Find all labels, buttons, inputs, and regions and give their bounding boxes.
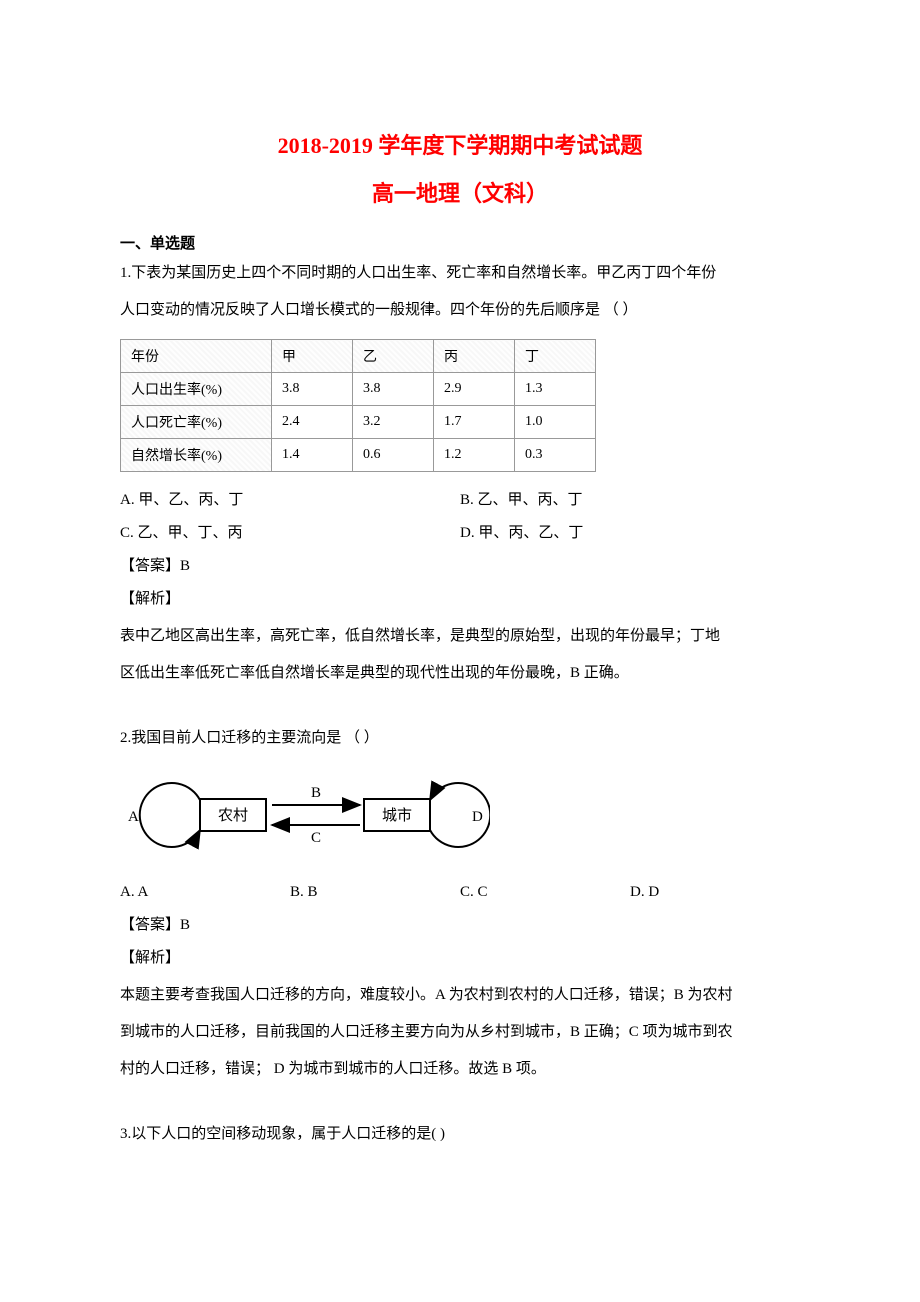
q2-analysis-l3: 村的人口迁移，错误； D 为城市到城市的人口迁移。故选 B 项。 — [120, 1053, 800, 1086]
q1-table: 年份 甲 乙 丙 丁 人口出生率(%) 3.8 3.8 2.9 1.3 人口死亡… — [120, 339, 596, 472]
section-header: 一、单选题 — [120, 232, 800, 253]
q2-option-a: A. A — [120, 876, 290, 909]
diagram-label-a: A — [128, 809, 139, 825]
q2-analysis-l1: 本题主要考查我国人口迁移的方向，难度较小。A 为农村到农村的人口迁移，错误；B … — [120, 979, 800, 1012]
q1-analysis-l1: 表中乙地区高出生率，高死亡率，低自然增长率，是典型的原始型，出现的年份最早；丁地 — [120, 620, 800, 653]
table-header: 丙 — [434, 340, 515, 373]
q1-analysis-label: 【解析】 — [120, 583, 800, 616]
q3-stem: 3.以下人口的空间移动现象，属于人口迁移的是( ) — [120, 1118, 800, 1151]
diagram-label-c: C — [311, 830, 321, 846]
q1-option-d: D. 甲、丙、乙、丁 — [460, 517, 800, 550]
q2-analysis-label: 【解析】 — [120, 942, 800, 975]
q1-number: 1. — [120, 265, 131, 281]
exam-title: 2018-2019 学年度下学期期中考试试题 — [120, 128, 800, 160]
q2-options: A. A B. B C. C D. D — [120, 876, 800, 909]
table-header: 年份 — [121, 340, 272, 373]
table-cell: 0.3 — [515, 439, 596, 472]
exam-subtitle: 高一地理（文科） — [120, 176, 800, 208]
table-cell: 3.8 — [353, 373, 434, 406]
table-row-label: 人口死亡率(%) — [121, 406, 272, 439]
diagram-right-box: 城市 — [382, 807, 412, 824]
q2-stem-text: 我国目前人口迁移的主要流向是 （ ） — [131, 730, 379, 746]
q1-stem-line2: 人口变动的情况反映了人口增长模式的一般规律。四个年份的先后顺序是 （ ） — [120, 294, 800, 327]
q2-analysis-l2: 到城市的人口迁移，目前我国的人口迁移主要方向为从乡村到城市，B 正确；C 项为城… — [120, 1016, 800, 1049]
table-header: 丁 — [515, 340, 596, 373]
q1-stem-line1: 下表为某国历史上四个不同时期的人口出生率、死亡率和自然增长率。甲乙丙丁四个年份 — [131, 265, 716, 281]
table-cell: 1.0 — [515, 406, 596, 439]
table-cell: 1.7 — [434, 406, 515, 439]
q1-analysis-l2: 区低出生率低死亡率低自然增长率是典型的现代性出现的年份最晚，B 正确。 — [120, 657, 800, 690]
table-cell: 1.3 — [515, 373, 596, 406]
q2-diagram: A 农村 B C 城市 D — [120, 765, 800, 870]
q3-stem-text: 以下人口的空间移动现象，属于人口迁移的是( ) — [131, 1126, 445, 1142]
q1-stem: 1.下表为某国历史上四个不同时期的人口出生率、死亡率和自然增长率。甲乙丙丁四个年… — [120, 257, 800, 290]
q2-option-d: D. D — [630, 876, 800, 909]
diagram-label-b: B — [311, 785, 321, 801]
q1-option-a: A. 甲、乙、丙、丁 — [120, 484, 460, 517]
q1-option-c: C. 乙、甲、丁、丙 — [120, 517, 460, 550]
table-cell: 3.8 — [272, 373, 353, 406]
table-cell: 2.9 — [434, 373, 515, 406]
q2-stem: 2.我国目前人口迁移的主要流向是 （ ） — [120, 722, 800, 755]
q1-options-row1: A. 甲、乙、丙、丁 B. 乙、甲、丙、丁 — [120, 484, 800, 517]
table-row-label: 人口出生率(%) — [121, 373, 272, 406]
q2-answer: 【答案】B — [120, 909, 800, 942]
diagram-left-box: 农村 — [218, 807, 248, 824]
q1-option-b: B. 乙、甲、丙、丁 — [460, 484, 800, 517]
table-cell: 1.2 — [434, 439, 515, 472]
q2-option-b: B. B — [290, 876, 460, 909]
q2-option-c: C. C — [460, 876, 630, 909]
table-row-label: 自然增长率(%) — [121, 439, 272, 472]
q3-number: 3. — [120, 1126, 131, 1142]
table-header: 甲 — [272, 340, 353, 373]
table-cell: 0.6 — [353, 439, 434, 472]
diagram-label-d: D — [472, 809, 483, 825]
q2-number: 2. — [120, 730, 131, 746]
q1-answer: 【答案】B — [120, 550, 800, 583]
q1-options-row2: C. 乙、甲、丁、丙 D. 甲、丙、乙、丁 — [120, 517, 800, 550]
table-cell: 3.2 — [353, 406, 434, 439]
table-cell: 2.4 — [272, 406, 353, 439]
table-header: 乙 — [353, 340, 434, 373]
table-cell: 1.4 — [272, 439, 353, 472]
